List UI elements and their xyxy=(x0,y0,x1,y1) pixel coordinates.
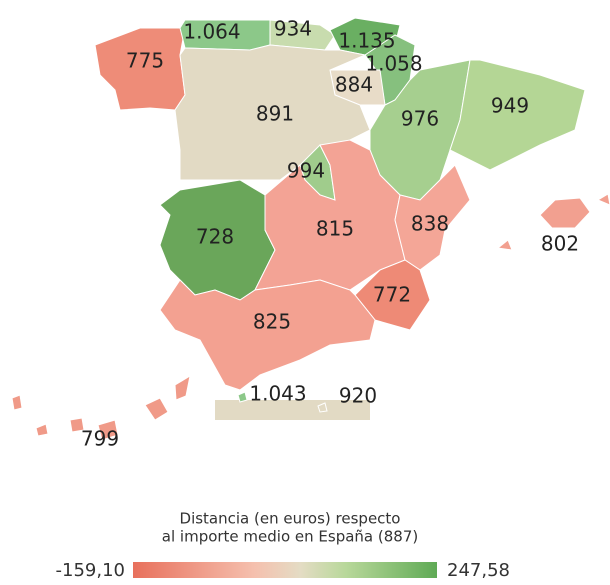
region-label: 775 xyxy=(126,49,164,73)
legend-min: -159,10 xyxy=(56,560,125,581)
background-strip xyxy=(215,400,370,420)
region xyxy=(11,394,23,411)
legend-scale xyxy=(133,562,437,578)
region-label: 934 xyxy=(274,17,312,41)
region-label: 976 xyxy=(401,107,439,131)
region-label: 825 xyxy=(253,310,291,334)
region xyxy=(144,397,169,421)
region xyxy=(317,402,328,413)
legend-max: 247,58 xyxy=(447,560,510,581)
region xyxy=(596,193,610,206)
region xyxy=(174,374,191,401)
region-label: 772 xyxy=(373,283,411,307)
legend-title: al importe medio en España (887) xyxy=(162,528,418,546)
region-label: 1.135 xyxy=(338,29,395,53)
region-label: 728 xyxy=(196,225,234,249)
region-label: 1.064 xyxy=(183,20,240,44)
region xyxy=(237,391,248,403)
legend-title: Distancia (en euros) respecto xyxy=(180,510,401,528)
region-label: 799 xyxy=(81,427,119,451)
region xyxy=(35,423,49,437)
region-label: 838 xyxy=(411,212,449,236)
region-label: 949 xyxy=(491,94,529,118)
region-label: 884 xyxy=(335,73,373,97)
region xyxy=(69,417,85,433)
region xyxy=(449,59,586,171)
region-label: 1.058 xyxy=(365,52,422,76)
region-label: 802 xyxy=(541,232,579,256)
region-label: 1.043 xyxy=(249,382,306,406)
region-label: 815 xyxy=(316,217,354,241)
region-label: 994 xyxy=(287,159,325,183)
region-label: 891 xyxy=(256,102,294,126)
region xyxy=(97,419,119,441)
region xyxy=(159,279,376,391)
region xyxy=(496,239,513,251)
region-label: 920 xyxy=(339,384,377,408)
region xyxy=(354,259,431,331)
region xyxy=(539,197,591,229)
region xyxy=(394,164,471,271)
